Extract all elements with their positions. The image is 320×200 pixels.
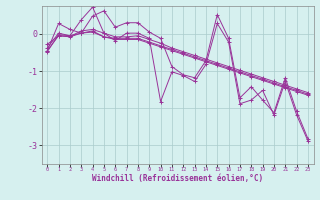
X-axis label: Windchill (Refroidissement éolien,°C): Windchill (Refroidissement éolien,°C) <box>92 174 263 183</box>
